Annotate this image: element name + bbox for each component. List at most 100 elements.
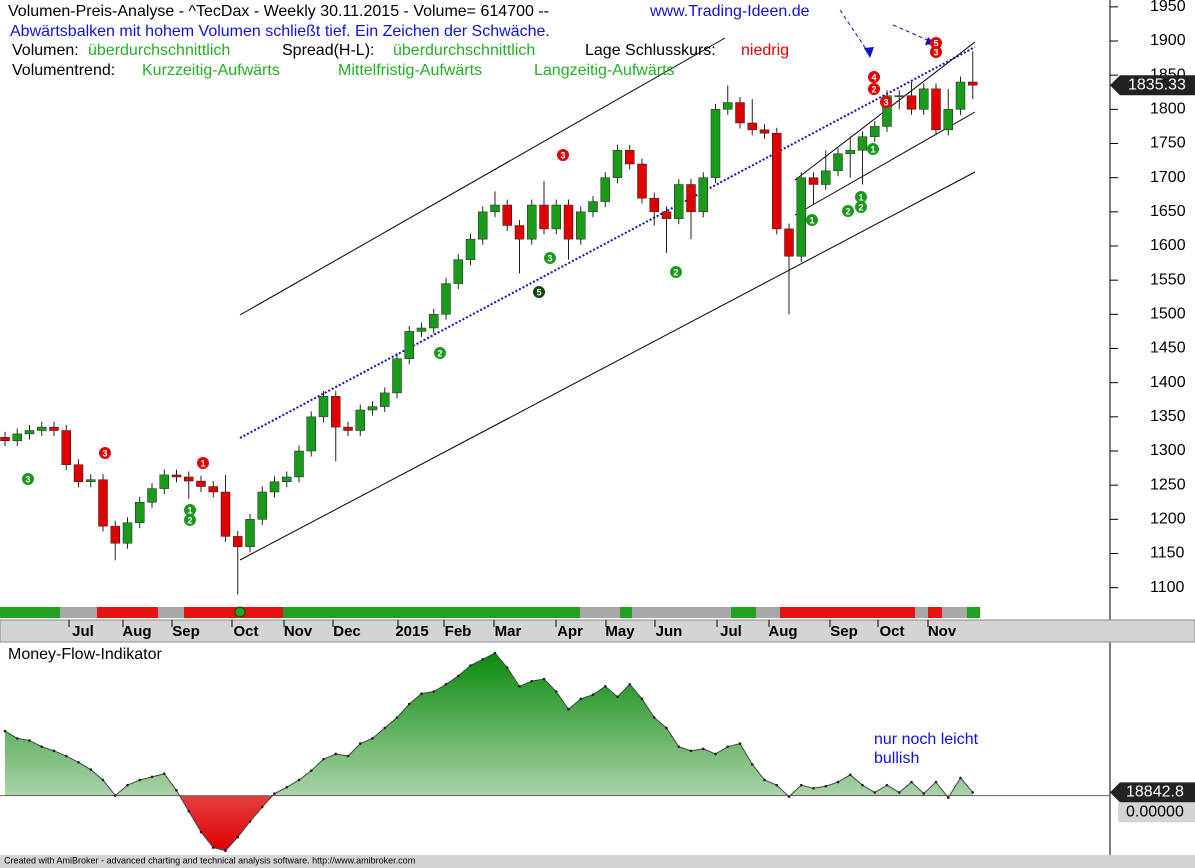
mfi-point (799, 783, 803, 787)
month-label: Jul (72, 623, 94, 640)
signal-label: 3 (883, 97, 888, 107)
month-label: Apr (557, 623, 583, 640)
y-tick-label: 1150 (1150, 545, 1185, 562)
trend-short: Kurzzeitig-Aufwärts (142, 62, 280, 79)
volume-trend-bar (0, 606, 980, 618)
candle-body (184, 476, 194, 482)
y-tick-label: 1400 (1150, 374, 1186, 391)
trend-segment (632, 607, 731, 618)
last-value-pointer (1110, 782, 1195, 803)
mfi-point (150, 775, 154, 779)
signal-label: 1 (200, 458, 205, 468)
trend-segment (780, 607, 915, 618)
mfi-point (407, 702, 411, 706)
y-tick-label: 1600 (1150, 237, 1186, 254)
mfi-point (836, 780, 840, 784)
candle-body (821, 170, 831, 185)
month-label: Jul (720, 623, 742, 640)
mfi-point (52, 749, 56, 753)
signal-label: 2 (187, 515, 192, 525)
month-label: Nov (928, 623, 957, 640)
signal-dot (99, 447, 111, 459)
candle-body (245, 519, 255, 547)
y-tick-label: 1350 (1150, 408, 1186, 425)
close-label: Lage Schlusskurs: (585, 42, 716, 59)
candle-body (220, 491, 231, 537)
candle-body (625, 150, 635, 165)
trend-segment (928, 607, 942, 618)
candle-body (894, 95, 904, 97)
candle-body (600, 177, 610, 202)
mfi-point (248, 820, 252, 823)
signal-dot (855, 201, 867, 213)
signal-label: 3 (102, 448, 107, 458)
candle-body (955, 81, 966, 110)
signal-label: 4 (871, 72, 876, 82)
candle-body (612, 150, 623, 178)
signal-dot (880, 96, 892, 108)
candle-body (122, 522, 133, 544)
candle-body (906, 95, 917, 110)
mfi-point (518, 685, 521, 688)
candle-body (343, 426, 353, 431)
mfi-point (273, 792, 276, 795)
mfi-point (383, 726, 387, 730)
trend-segment (967, 607, 980, 618)
signal-dot (670, 266, 682, 278)
mfi-point (236, 835, 240, 839)
candle-body (551, 204, 561, 230)
month-label: Feb (445, 623, 472, 640)
mfi-point (126, 783, 129, 787)
candle-body (649, 197, 659, 213)
candle-body (208, 486, 218, 493)
annotation: nur noch leicht (874, 731, 979, 748)
trend-segment (60, 607, 97, 618)
mfi-point (897, 791, 901, 794)
mfi-point (750, 763, 754, 766)
candle-body (796, 177, 806, 257)
volume-label: Volumen: (12, 42, 79, 59)
mfi-point (199, 830, 203, 834)
signal-label: 1 (858, 192, 863, 202)
mfi-point (910, 780, 913, 784)
candle-body (710, 109, 721, 178)
mfi-point (432, 690, 436, 693)
candle-body (0, 437, 10, 442)
trend-label: Volumentrend: (12, 62, 115, 79)
mfi-point (603, 685, 607, 688)
signal-dot (806, 214, 818, 226)
y-tick-label: 1950 (1150, 0, 1186, 15)
y-tick-label: 1700 (1150, 169, 1186, 186)
mfi-point (64, 754, 68, 758)
mfi-point (946, 796, 950, 799)
candle-body (514, 225, 525, 240)
mfi-point (211, 846, 215, 849)
candle-body (135, 502, 145, 523)
mfi-point (763, 778, 766, 782)
trend-line (239, 46, 976, 439)
trend-mid: Mittelfristig-Aufwärts (338, 62, 482, 79)
candle-body (784, 228, 794, 257)
candle-body (37, 426, 47, 431)
candle-body (257, 491, 267, 520)
candle-body (61, 430, 71, 465)
mfi-point (505, 666, 509, 669)
y-tick-label: 1550 (1150, 271, 1186, 288)
mfi-point (567, 707, 570, 711)
mfi-title: Money-Flow-Indikator (8, 646, 163, 663)
y-tick-label: 1800 (1150, 101, 1186, 118)
mfi-point (959, 776, 962, 780)
channel-lower (239, 171, 976, 561)
y-tick-label: 1650 (1150, 203, 1186, 220)
candle-body (674, 184, 684, 219)
signal-label: 2 (871, 84, 876, 94)
mfi-point (971, 791, 975, 794)
signal-label: 1 (870, 144, 875, 154)
mfi-point (652, 716, 656, 719)
mfi-point (554, 690, 558, 693)
mfi-point (297, 778, 301, 782)
mfi-point (77, 760, 80, 764)
mfi-point (89, 768, 93, 771)
signal-label: 5 (933, 38, 938, 48)
mfi-point (579, 697, 583, 701)
